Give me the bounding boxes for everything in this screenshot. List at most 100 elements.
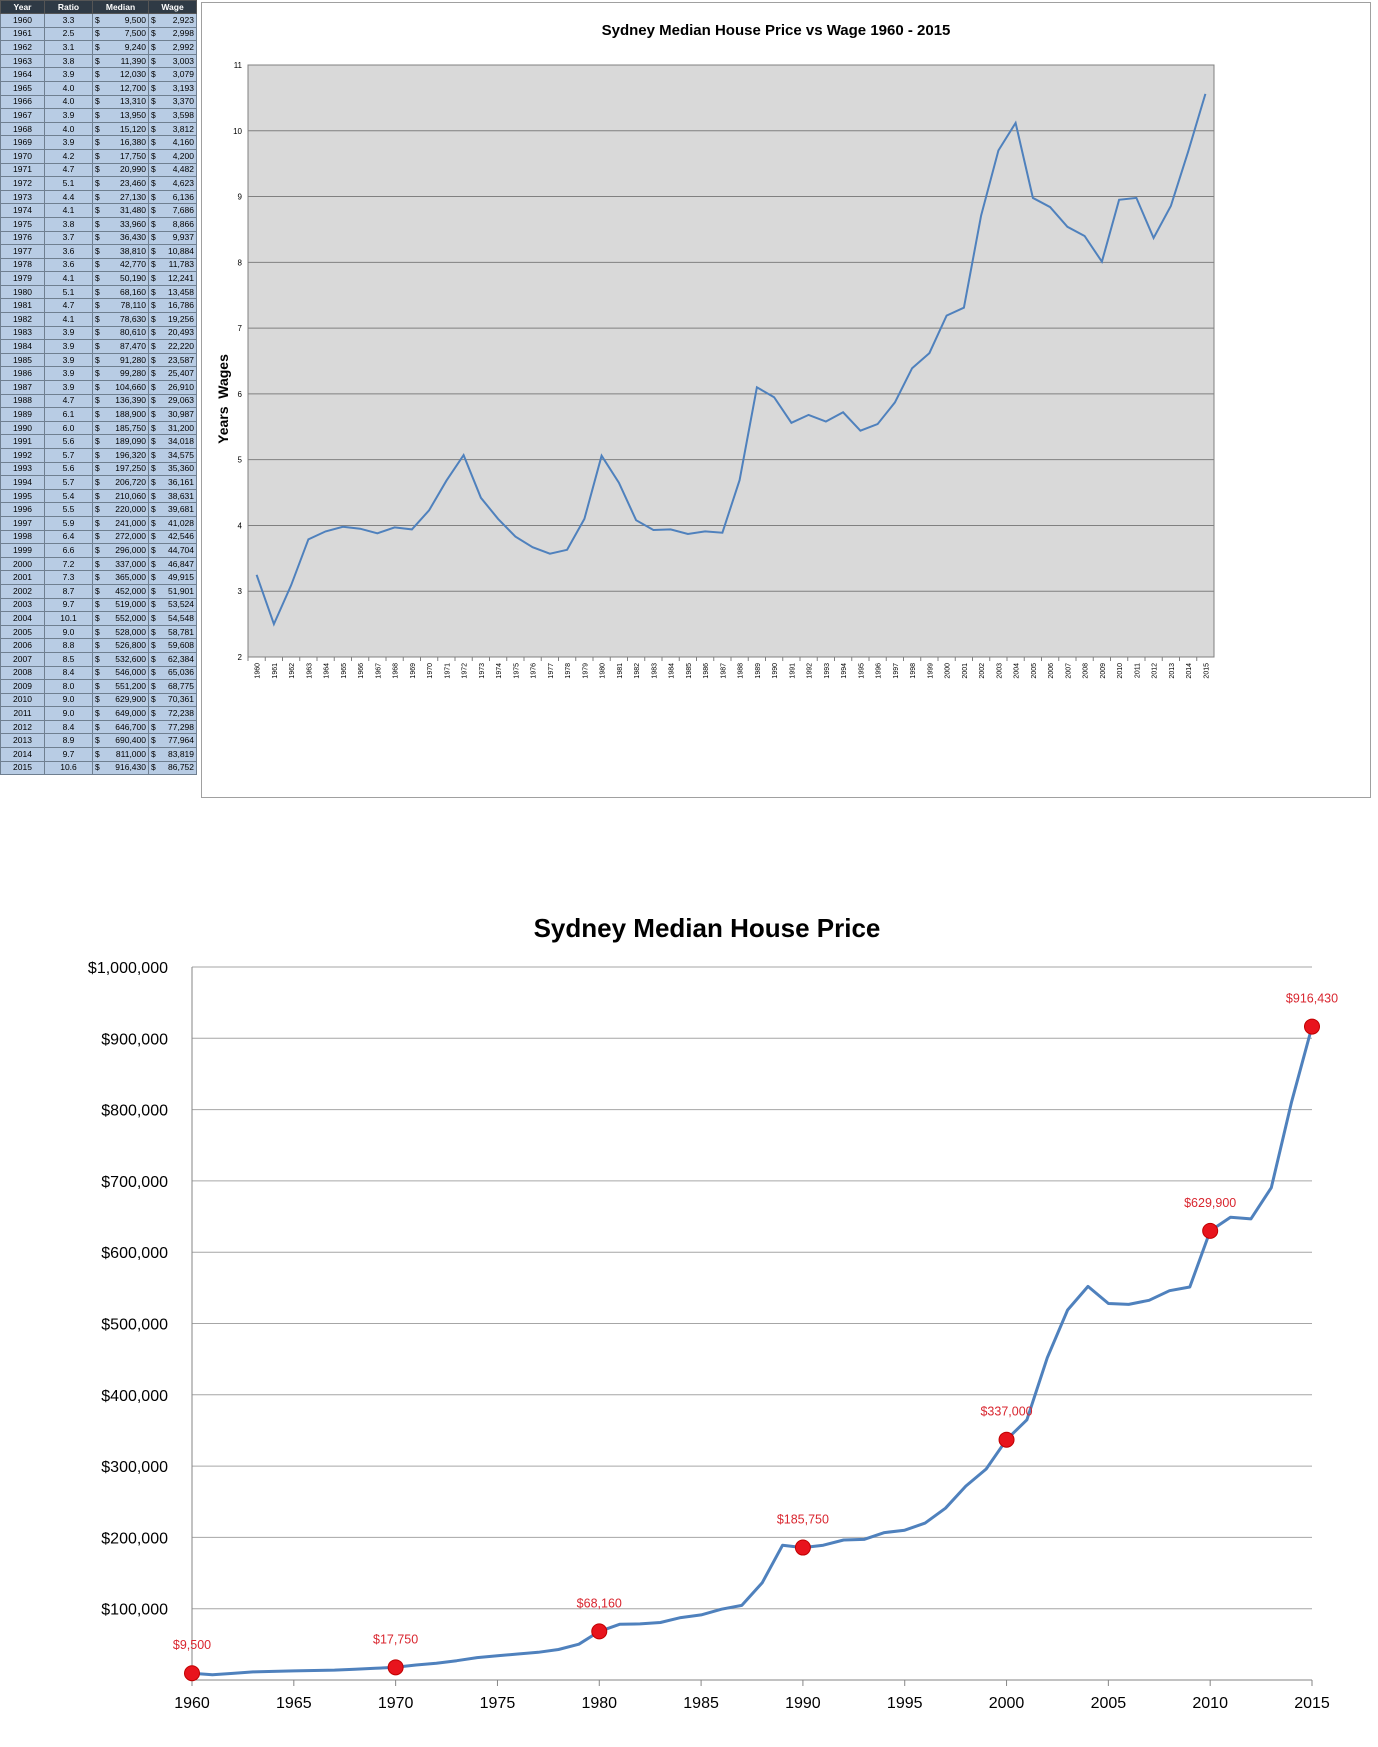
- table-cell: $70,361: [148, 692, 197, 708]
- table-row: 1969 3.9 $16,380 $4,160: [0, 135, 197, 150]
- cell-value: 4,623: [172, 177, 194, 188]
- table-cell: 2015: [0, 760, 45, 776]
- table-cell: 2009: [0, 679, 45, 694]
- table-cell: $30,987: [148, 407, 197, 422]
- table-cell: $2,923: [148, 13, 197, 28]
- table-cell: 5.6: [44, 434, 93, 449]
- x-tick-label: 2015: [1294, 1695, 1330, 1712]
- cell-value: 337,000: [115, 558, 146, 569]
- currency-symbol: $: [95, 300, 100, 311]
- cell-value: 41,028: [168, 517, 194, 528]
- x-tick-label: 1995: [858, 663, 865, 679]
- x-tick-label: 1975: [513, 663, 520, 679]
- table-cell: 7.2: [44, 556, 93, 572]
- x-tick-label: 1999: [927, 663, 934, 679]
- x-tick-label: 2000: [989, 1695, 1025, 1712]
- data-label: $629,900: [1184, 1196, 1236, 1210]
- x-tick-label: 1969: [410, 663, 417, 679]
- x-tick-label: 1980: [600, 663, 607, 679]
- cell-value: 86,752: [168, 762, 194, 773]
- x-tick-label: 1977: [548, 663, 555, 679]
- table-cell: 1991: [0, 434, 45, 449]
- table-cell: $38,810: [92, 244, 149, 259]
- cell-value: 8,866: [172, 218, 194, 229]
- cell-value: 646,700: [115, 721, 146, 732]
- currency-symbol: $: [151, 612, 156, 623]
- table-cell: $35,360: [148, 461, 197, 477]
- table-cell: 5.5: [44, 502, 93, 517]
- table-cell: $34,018: [148, 434, 197, 449]
- cell-value: 546,000: [115, 667, 146, 678]
- currency-symbol: $: [151, 41, 156, 52]
- cell-value: 12,030: [120, 69, 146, 80]
- cell-value: 9,500: [124, 14, 146, 25]
- table-cell: 1989: [0, 407, 45, 422]
- cell-value: 9,937: [172, 232, 194, 243]
- x-tick-label: 1978: [565, 663, 572, 679]
- table-row: 2013 8.9 $690,400 $77,964: [0, 733, 197, 749]
- table-cell: $91,280: [92, 352, 149, 368]
- table-cell: $12,241: [148, 271, 197, 286]
- table-cell: $546,000: [92, 665, 149, 681]
- cell-value: 7,500: [124, 28, 146, 39]
- data-label: $17,750: [373, 1632, 418, 1646]
- table-cell: 3.9: [44, 366, 93, 382]
- table-row: 1973 4.4 $27,130 $6,136: [0, 189, 197, 205]
- table-row: 1970 4.2 $17,750 $4,200: [0, 148, 197, 164]
- table-row: 1997 5.9 $241,000 $41,028: [0, 515, 197, 531]
- table-cell: $15,120: [92, 121, 149, 137]
- x-tick-label: 2011: [1134, 663, 1141, 678]
- cell-value: 77,298: [168, 721, 194, 732]
- table-row: 1971 4.7 $20,990 $4,482: [0, 162, 197, 178]
- currency-symbol: $: [95, 28, 100, 39]
- table-row: 1963 3.8 $11,390 $3,003: [0, 53, 197, 69]
- table-cell: 7.3: [44, 570, 93, 585]
- table-cell: 1980: [0, 284, 45, 300]
- cell-value: 13,950: [120, 109, 146, 120]
- currency-symbol: $: [95, 137, 100, 148]
- currency-symbol: $: [95, 735, 100, 746]
- cell-value: 690,400: [115, 735, 146, 746]
- table-cell: $2,992: [148, 40, 197, 55]
- table-row: 1983 3.9 $80,610 $20,493: [0, 325, 197, 341]
- currency-symbol: $: [151, 300, 156, 311]
- table-cell: 1981: [0, 298, 45, 314]
- cell-value: 23,587: [168, 354, 194, 365]
- table-row: 2011 9.0 $649,000 $72,238: [0, 706, 197, 721]
- x-tick-label: 2008: [1083, 663, 1090, 679]
- table-cell: $3,598: [148, 108, 197, 123]
- table-cell: 3.8: [44, 216, 93, 232]
- cell-value: 91,280: [120, 354, 146, 365]
- table-cell: 3.9: [44, 380, 93, 395]
- table-cell: 2004: [0, 611, 45, 626]
- x-tick-label: 2002: [979, 663, 986, 679]
- table-cell: 3.9: [44, 108, 93, 123]
- chart-title: Sydney Median House Price vs Wage 1960 -…: [602, 22, 951, 39]
- currency-symbol: $: [151, 109, 156, 120]
- cell-value: 528,000: [115, 626, 146, 637]
- data-label: $185,750: [777, 1513, 829, 1527]
- table-cell: 1982: [0, 312, 45, 327]
- table-cell: $241,000: [92, 515, 149, 531]
- table-row: 1984 3.9 $87,470 $22,220: [0, 339, 197, 354]
- cell-value: 2,998: [172, 28, 194, 39]
- currency-symbol: $: [151, 694, 156, 705]
- highlight-marker: [387, 1659, 404, 1676]
- cell-value: 452,000: [115, 585, 146, 596]
- table-cell: $54,548: [148, 611, 197, 626]
- x-tick-label: 1990: [772, 663, 779, 679]
- currency-symbol: $: [95, 531, 100, 542]
- table-cell: 1961: [0, 26, 45, 42]
- table-cell: 1967: [0, 108, 45, 123]
- table-row: 2009 8.0 $551,200 $68,775: [0, 679, 197, 694]
- table-cell: 10.1: [44, 611, 93, 626]
- table-cell: $11,783: [148, 257, 197, 273]
- table-cell: 1968: [0, 121, 45, 137]
- cell-value: 68,775: [168, 680, 194, 691]
- table-cell: $33,960: [92, 216, 149, 232]
- cell-value: 519,000: [115, 599, 146, 610]
- currency-symbol: $: [151, 422, 156, 433]
- table-cell: $78,630: [92, 312, 149, 327]
- table-row: 2001 7.3 $365,000 $49,915: [0, 570, 197, 585]
- table-cell: $4,200: [148, 148, 197, 164]
